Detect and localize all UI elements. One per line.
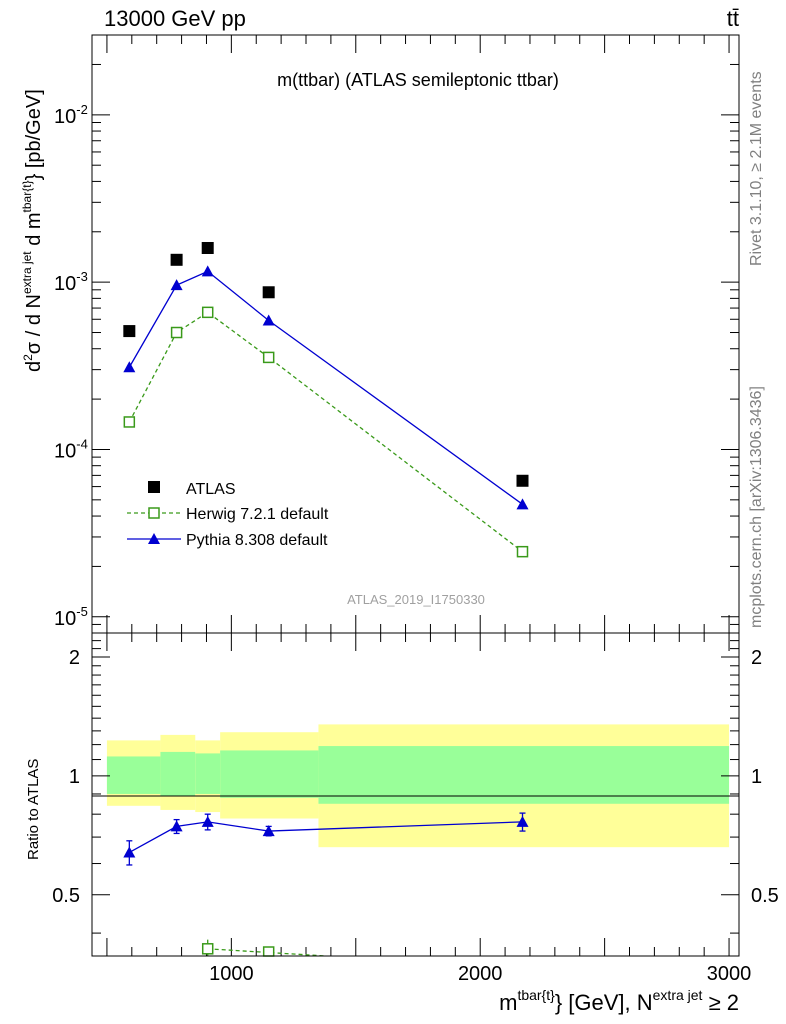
ratio-inner-band bbox=[195, 753, 221, 794]
pythia-line bbox=[128, 270, 523, 505]
pythia-point bbox=[516, 498, 529, 510]
main-series-markers bbox=[123, 241, 529, 558]
rivet-version-label: Rivet 3.1.10, ≥ 2.1M events bbox=[748, 71, 765, 266]
ratio-inner-band bbox=[318, 746, 730, 804]
ratio-y-tick-label-right: 2 bbox=[751, 647, 762, 669]
legend-atlas-marker bbox=[148, 481, 160, 493]
pythia-ratio-point bbox=[123, 846, 136, 858]
atlas-point bbox=[170, 253, 183, 266]
pythia-ratio-point bbox=[201, 815, 214, 827]
ratio-inner-band bbox=[106, 756, 161, 794]
main-y-tick-label: 10-2 bbox=[54, 102, 88, 128]
main-y-tick-label: 10-5 bbox=[54, 604, 88, 630]
ratio-y-tick-label: 2 bbox=[69, 647, 80, 669]
pythia-point bbox=[170, 279, 183, 291]
pythia-point bbox=[123, 361, 136, 373]
legend-pythia-marker bbox=[148, 533, 160, 544]
ratio-inner-band bbox=[220, 750, 319, 798]
atlas-point bbox=[262, 286, 275, 299]
x-tick-label: 3000 bbox=[707, 963, 752, 985]
pythia-ratio-point bbox=[262, 825, 275, 837]
herwig-point bbox=[262, 351, 275, 364]
x-tick-label: 2000 bbox=[458, 963, 503, 985]
main-y-axis-label: d2σ / d Nextra jet d mtbar{t}} [pb/GeV] bbox=[20, 89, 45, 372]
ratio-panel: 0.5 0.5 1 1 2 2 1000 2000 3000 Ratio to ATLAS mt… bbox=[25, 632, 779, 1015]
ratio-inner-band bbox=[160, 751, 196, 796]
mcplots-reference-label: mcplots.cern.ch [arXiv:1306.3436] bbox=[748, 386, 765, 628]
legend-herwig-label: Herwig 7.2.1 default bbox=[186, 506, 329, 523]
ratio-y-tick-label: 0.5 bbox=[52, 885, 80, 907]
pythia-point bbox=[201, 265, 214, 277]
ratio-y-axis-label: Ratio to ATLAS bbox=[25, 759, 42, 860]
herwig-ratio-point bbox=[201, 943, 214, 955]
process-label: 13000 GeV pp bbox=[104, 6, 246, 31]
main-axis-ticks: 10-5 10-4 10-3 10-2 bbox=[54, 34, 739, 634]
x-tick-label: 1000 bbox=[209, 963, 254, 985]
final-state-label: tt̄ bbox=[727, 6, 739, 31]
plot-title: m(ttbar) (ATLAS semileptonic ttbar) bbox=[277, 70, 559, 90]
atlas-point bbox=[201, 241, 214, 254]
pythia-ratio-point bbox=[516, 815, 529, 827]
ratio-axis-ticks: 0.5 0.5 1 1 2 2 1000 2000 3000 bbox=[52, 633, 779, 985]
ratio-frame bbox=[91, 632, 740, 957]
ratio-y-tick-label: 1 bbox=[69, 766, 80, 788]
herwig-point bbox=[123, 416, 136, 428]
herwig-point bbox=[201, 306, 214, 319]
herwig-point bbox=[516, 545, 529, 558]
legend: ATLAS Herwig 7.2.1 default Pythia 8.308 … bbox=[127, 481, 329, 549]
pythia-ratio-point bbox=[170, 820, 183, 832]
ratio-uncertainty-bands bbox=[106, 724, 730, 848]
atlas-point bbox=[516, 474, 529, 487]
pythia-point bbox=[262, 314, 275, 326]
herwig-ratio-point bbox=[262, 946, 275, 957]
legend-pythia-label: Pythia 8.308 default bbox=[186, 532, 328, 549]
legend-herwig-marker bbox=[148, 507, 160, 519]
main-y-tick-label: 10-3 bbox=[54, 269, 88, 295]
ratio-series bbox=[123, 812, 529, 957]
main-y-tick-label: 10-4 bbox=[54, 436, 88, 462]
analysis-id-label: ATLAS_2019_I1750330 bbox=[347, 592, 485, 607]
x-axis-label: mtbar{t}} [GeV], Nextra jet ≥ 2 bbox=[499, 987, 739, 1015]
herwig-point bbox=[170, 326, 183, 339]
atlas-point bbox=[123, 325, 136, 338]
main-panel: 10-5 10-4 10-3 10-2 m(ttbar) (ATLAS semilep… bbox=[20, 34, 740, 634]
ratio-y-tick-label-right: 0.5 bbox=[751, 885, 779, 907]
ratio-y-tick-label-right: 1 bbox=[751, 766, 762, 788]
legend-atlas-label: ATLAS bbox=[186, 481, 236, 498]
